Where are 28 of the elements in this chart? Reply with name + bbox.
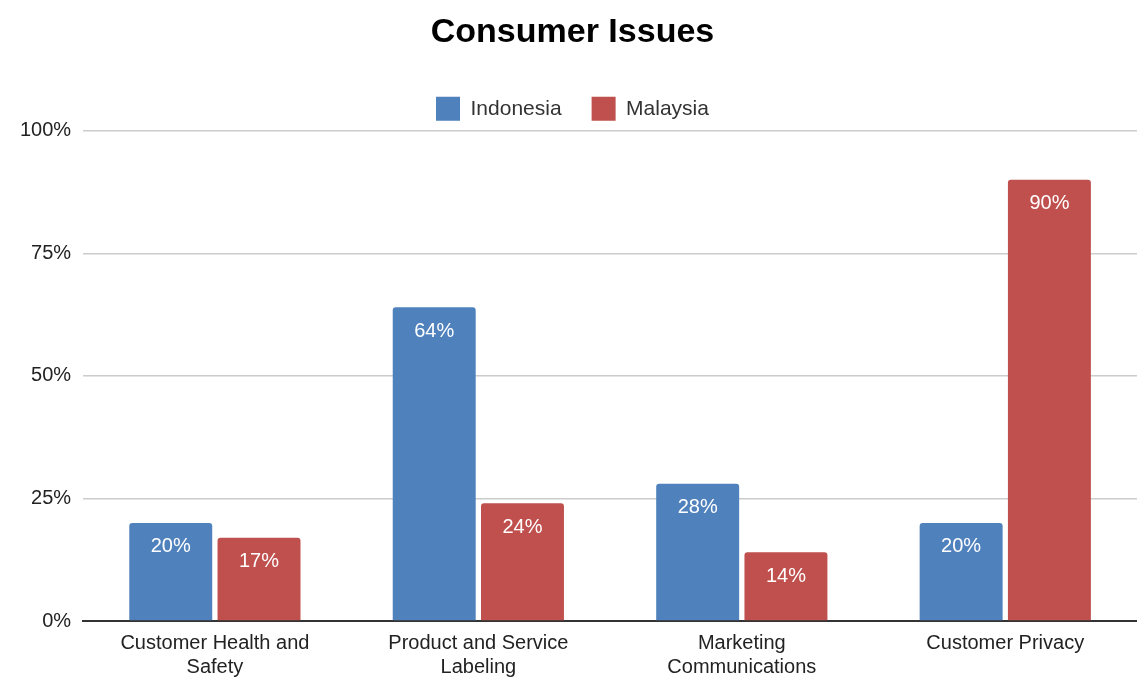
legend-label: Indonesia — [470, 95, 562, 119]
bar — [656, 483, 740, 621]
y-tick-label: 0% — [42, 608, 72, 631]
bar — [919, 522, 1003, 621]
chart-title: Consumer Issues — [430, 10, 715, 49]
bar — [480, 503, 564, 621]
bar — [392, 307, 476, 621]
x-tick-label: Product and Service Labeling — [388, 630, 569, 677]
data-label: 64% — [414, 318, 455, 341]
y-tick-label: 25% — [31, 485, 72, 508]
bar — [744, 552, 828, 621]
x-tick-label: Marketing Communications — [667, 630, 817, 677]
bar — [1007, 179, 1091, 621]
x-tick-label: Customer Privacy — [926, 630, 1085, 653]
x-tick-label: Customer Health and Safety — [120, 630, 310, 677]
y-tick-label: 75% — [31, 240, 72, 263]
data-label: 24% — [502, 514, 543, 537]
legend-label: Malaysia — [626, 95, 710, 119]
bar — [129, 522, 213, 621]
data-label: 90% — [1029, 191, 1070, 214]
data-label: 28% — [677, 495, 718, 518]
data-label: 14% — [765, 563, 807, 586]
data-label: 20% — [941, 534, 982, 557]
bar — [217, 537, 301, 621]
data-label: 17% — [239, 549, 280, 572]
data-label: 20% — [150, 534, 191, 557]
y-tick-label: 50% — [31, 363, 72, 386]
y-tick-label: 100% — [20, 118, 72, 141]
